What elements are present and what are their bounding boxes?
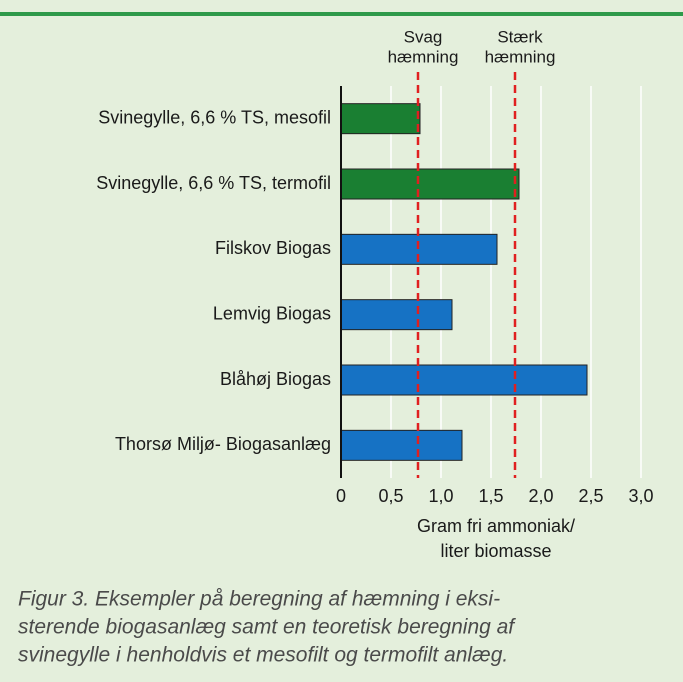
reference-label: Svag [404, 27, 443, 46]
reference-label: hæmning [388, 47, 459, 66]
bar [340, 168, 520, 200]
bar [340, 364, 588, 396]
x-tick-label: 0 [336, 486, 346, 506]
y-tick-label: Lemvig Biogas [213, 303, 331, 323]
y-tick-label: Svinegylle, 6,6 % TS, termofil [96, 173, 331, 193]
bar [340, 429, 463, 461]
x-tick-label: 2,5 [578, 486, 603, 506]
reference-label: Stærk [497, 27, 543, 46]
reference-label: hæmning [485, 47, 556, 66]
caption: svinegylle i henholdvis et mesofilt og t… [18, 644, 508, 667]
top-rule [0, 12, 683, 16]
x-tick-label: 0,5 [378, 486, 403, 506]
bar [340, 103, 421, 135]
y-tick-label: Filskov Biogas [215, 238, 331, 258]
x-tick-label: 3,0 [628, 486, 653, 506]
x-axis-label: liter biomasse [440, 541, 551, 561]
caption: Figur 3. Eksempler på beregning af hæmni… [18, 588, 500, 611]
caption: sterende biogasanlæg samt en teoretisk b… [18, 616, 516, 639]
x-tick-label: 1,0 [428, 486, 453, 506]
x-tick-label: 2,0 [528, 486, 553, 506]
x-axis-label: Gram fri ammoniak/ [417, 516, 575, 536]
bar [340, 299, 453, 331]
y-tick-label: Thorsø Miljø- Biogasanlæg [115, 434, 331, 454]
x-tick-label: 1,5 [478, 486, 503, 506]
y-tick-label: Svinegylle, 6,6 % TS, mesofil [98, 107, 331, 127]
y-tick-label: Blåhøj Biogas [220, 369, 331, 389]
